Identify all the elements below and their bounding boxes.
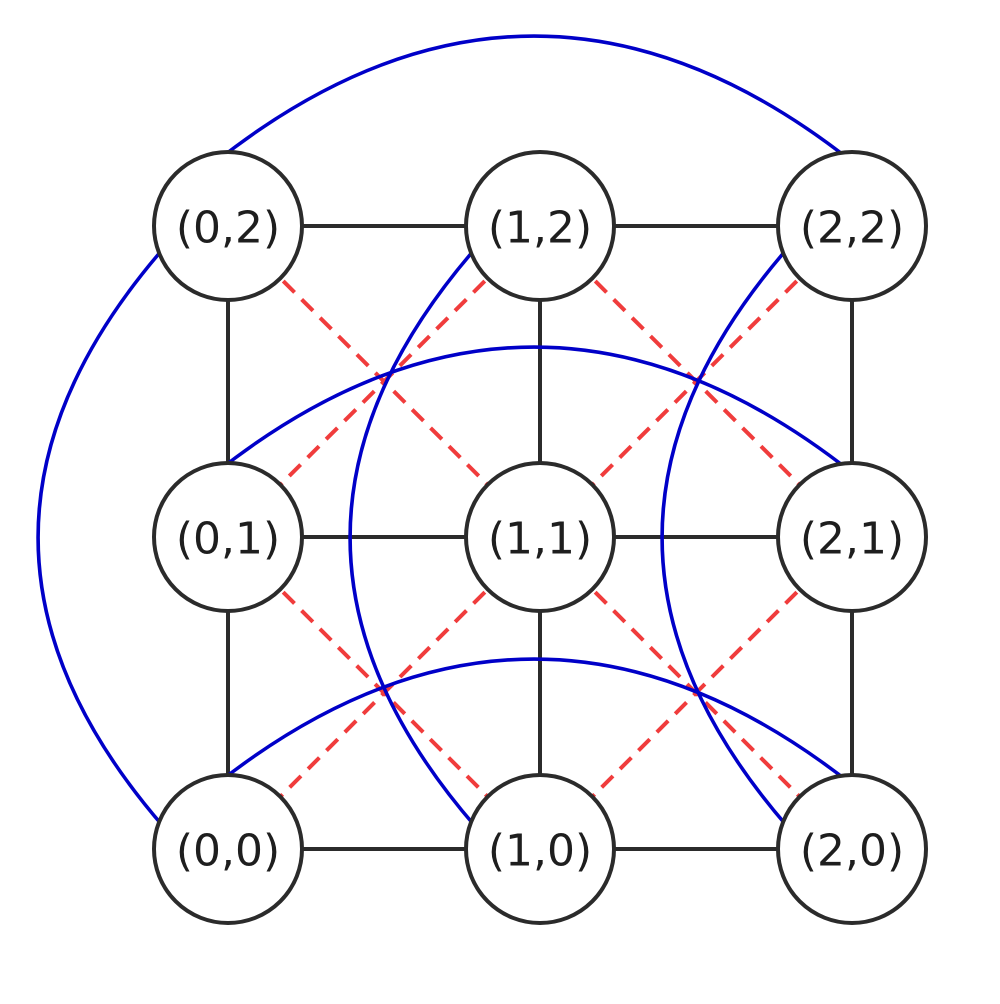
node-label: (0,1) [176, 514, 280, 565]
node-circle [152, 461, 304, 613]
node-1-0: (1,0) [464, 773, 616, 925]
node-0-0: (0,0) [152, 773, 304, 925]
node-2-2: (2,2) [776, 150, 928, 302]
nodes: (0,2) (1,2) (2,2) (0,1) (1,1) (2,1) (0,0… [152, 150, 928, 925]
arc-edge-2-2-2-0 [660, 247, 789, 828]
node-0-1: (0,1) [152, 461, 304, 613]
node-circle [464, 461, 616, 613]
node-label: (0,2) [176, 203, 280, 254]
arc-edge-0-0-2-0 [214, 657, 854, 786]
arc-edge-0-1-2-1 [214, 345, 854, 474]
node-label: (1,1) [488, 514, 592, 565]
node-circle [464, 773, 616, 925]
arc-edges [36, 34, 854, 828]
node-label: (2,1) [800, 514, 904, 565]
node-circle [152, 773, 304, 925]
node-label: (0,0) [176, 826, 280, 877]
arc-edge-1-2-1-0 [348, 247, 477, 828]
node-label: (1,0) [488, 826, 592, 877]
node-circle [776, 461, 928, 613]
arc-edge-0-2-2-2 [214, 34, 854, 163]
node-2-1: (2,1) [776, 461, 928, 613]
node-label: (2,0) [800, 826, 904, 877]
node-1-1: (1,1) [464, 461, 616, 613]
node-2-0: (2,0) [776, 773, 928, 925]
arc-edge-0-2-0-0 [36, 247, 165, 828]
node-circle [152, 150, 304, 302]
node-label: (1,2) [488, 203, 592, 254]
node-circle [776, 773, 928, 925]
node-label: (2,2) [800, 203, 904, 254]
node-1-2: (1,2) [464, 150, 616, 302]
node-circle [464, 150, 616, 302]
node-circle [776, 150, 928, 302]
node-0-2: (0,2) [152, 150, 304, 302]
